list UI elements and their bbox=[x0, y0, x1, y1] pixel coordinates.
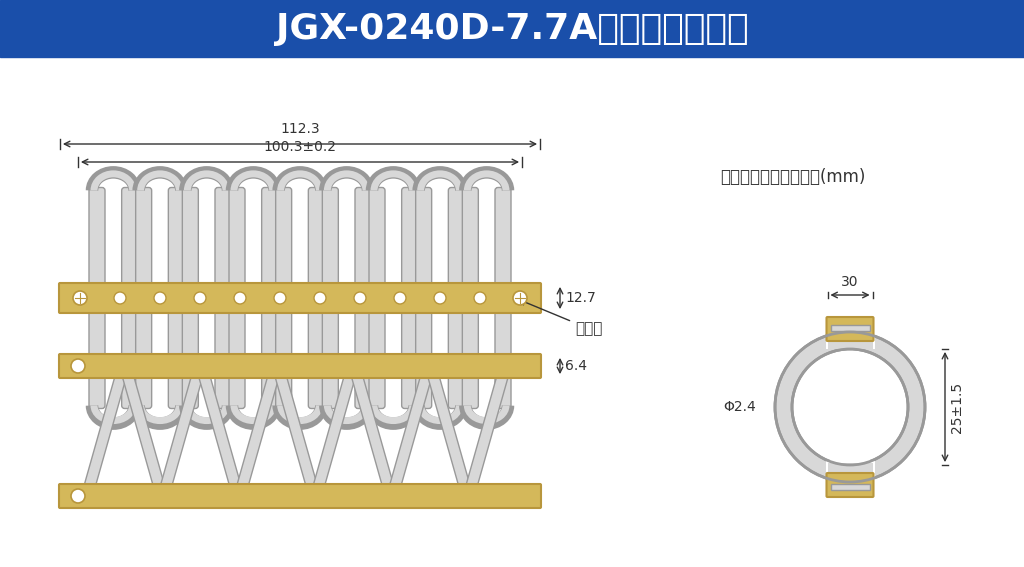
FancyBboxPatch shape bbox=[308, 188, 325, 287]
FancyBboxPatch shape bbox=[323, 309, 338, 408]
Circle shape bbox=[394, 292, 406, 304]
Text: 112.3: 112.3 bbox=[281, 122, 319, 136]
FancyBboxPatch shape bbox=[449, 188, 464, 287]
FancyBboxPatch shape bbox=[59, 283, 541, 313]
Circle shape bbox=[513, 291, 527, 305]
Circle shape bbox=[274, 292, 286, 304]
Circle shape bbox=[474, 292, 486, 304]
FancyBboxPatch shape bbox=[462, 309, 478, 408]
Text: 注：所有尺寸均为毫米(mm): 注：所有尺寸均为毫米(mm) bbox=[720, 168, 865, 186]
Circle shape bbox=[775, 332, 925, 482]
FancyBboxPatch shape bbox=[182, 188, 199, 287]
Bar bbox=[827, 463, 872, 482]
FancyBboxPatch shape bbox=[59, 354, 541, 378]
Bar bbox=[830, 484, 869, 490]
Text: 12.7: 12.7 bbox=[565, 291, 596, 305]
FancyBboxPatch shape bbox=[416, 188, 432, 287]
Bar bbox=[0, 57, 1024, 567]
Circle shape bbox=[792, 349, 908, 465]
Circle shape bbox=[71, 489, 85, 503]
Circle shape bbox=[73, 291, 87, 305]
Text: 25±1.5: 25±1.5 bbox=[950, 382, 964, 433]
FancyBboxPatch shape bbox=[89, 188, 105, 287]
FancyBboxPatch shape bbox=[495, 188, 511, 287]
FancyBboxPatch shape bbox=[826, 317, 873, 341]
Circle shape bbox=[354, 292, 366, 304]
FancyBboxPatch shape bbox=[168, 188, 184, 287]
Text: Φ2.4: Φ2.4 bbox=[724, 400, 757, 414]
FancyBboxPatch shape bbox=[449, 309, 464, 408]
Circle shape bbox=[154, 292, 166, 304]
Circle shape bbox=[434, 292, 446, 304]
Circle shape bbox=[114, 292, 126, 304]
FancyBboxPatch shape bbox=[168, 309, 184, 408]
Circle shape bbox=[234, 292, 246, 304]
FancyBboxPatch shape bbox=[262, 188, 278, 287]
FancyBboxPatch shape bbox=[135, 309, 152, 408]
FancyBboxPatch shape bbox=[401, 309, 418, 408]
Text: 6.4: 6.4 bbox=[565, 359, 587, 373]
FancyBboxPatch shape bbox=[323, 188, 338, 287]
Circle shape bbox=[792, 349, 908, 465]
FancyBboxPatch shape bbox=[462, 188, 478, 287]
FancyBboxPatch shape bbox=[416, 309, 432, 408]
Text: JGX-0240D-7.7A产品结构示意图: JGX-0240D-7.7A产品结构示意图 bbox=[275, 12, 749, 46]
FancyBboxPatch shape bbox=[122, 188, 137, 287]
Text: 30: 30 bbox=[842, 275, 859, 289]
Bar bbox=[0, 0, 1024, 57]
FancyBboxPatch shape bbox=[262, 309, 278, 408]
FancyBboxPatch shape bbox=[59, 484, 541, 508]
FancyBboxPatch shape bbox=[182, 309, 199, 408]
FancyBboxPatch shape bbox=[355, 188, 371, 287]
FancyBboxPatch shape bbox=[229, 309, 245, 408]
Text: 安装孔: 安装孔 bbox=[519, 299, 602, 336]
Bar bbox=[830, 325, 869, 331]
FancyBboxPatch shape bbox=[495, 309, 511, 408]
FancyBboxPatch shape bbox=[135, 188, 152, 287]
FancyBboxPatch shape bbox=[369, 309, 385, 408]
Circle shape bbox=[71, 359, 85, 373]
FancyBboxPatch shape bbox=[215, 309, 231, 408]
Bar bbox=[825, 324, 874, 349]
FancyBboxPatch shape bbox=[122, 309, 137, 408]
FancyBboxPatch shape bbox=[308, 309, 325, 408]
Bar bbox=[825, 460, 874, 487]
FancyBboxPatch shape bbox=[826, 473, 873, 497]
Circle shape bbox=[194, 292, 206, 304]
FancyBboxPatch shape bbox=[89, 309, 105, 408]
FancyBboxPatch shape bbox=[275, 309, 292, 408]
FancyBboxPatch shape bbox=[229, 188, 245, 287]
Circle shape bbox=[314, 292, 326, 304]
FancyBboxPatch shape bbox=[401, 188, 418, 287]
FancyBboxPatch shape bbox=[355, 309, 371, 408]
FancyBboxPatch shape bbox=[275, 188, 292, 287]
FancyBboxPatch shape bbox=[369, 188, 385, 287]
Bar bbox=[827, 327, 872, 349]
Text: 100.3±0.2: 100.3±0.2 bbox=[263, 140, 337, 154]
FancyBboxPatch shape bbox=[215, 188, 231, 287]
